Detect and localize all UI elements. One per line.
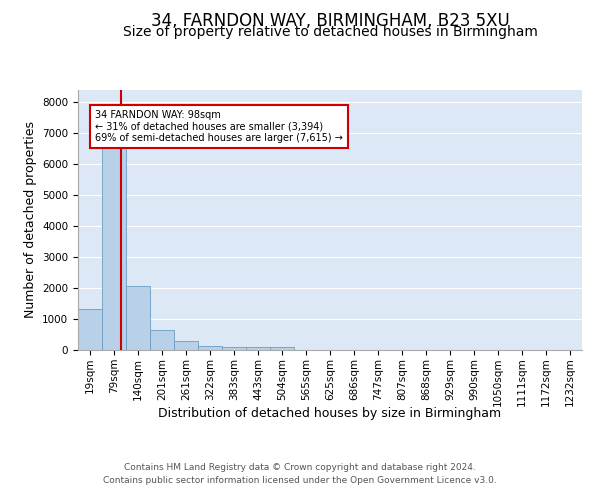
- Bar: [222, 347, 246, 350]
- Text: Distribution of detached houses by size in Birmingham: Distribution of detached houses by size …: [158, 408, 502, 420]
- Y-axis label: Number of detached properties: Number of detached properties: [23, 122, 37, 318]
- Bar: [270, 347, 294, 350]
- Bar: [126, 286, 150, 350]
- Bar: [246, 347, 270, 350]
- Bar: [174, 342, 198, 350]
- Text: Size of property relative to detached houses in Birmingham: Size of property relative to detached ho…: [122, 25, 538, 39]
- Bar: [150, 330, 174, 350]
- Text: Contains HM Land Registry data © Crown copyright and database right 2024.: Contains HM Land Registry data © Crown c…: [124, 462, 476, 471]
- Bar: [198, 346, 222, 350]
- Text: 34 FARNDON WAY: 98sqm
← 31% of detached houses are smaller (3,394)
69% of semi-d: 34 FARNDON WAY: 98sqm ← 31% of detached …: [95, 110, 343, 144]
- Text: 34, FARNDON WAY, BIRMINGHAM, B23 5XU: 34, FARNDON WAY, BIRMINGHAM, B23 5XU: [151, 12, 509, 30]
- Bar: [102, 146, 126, 350]
- Bar: [78, 310, 102, 350]
- Text: Contains public sector information licensed under the Open Government Licence v3: Contains public sector information licen…: [103, 476, 497, 485]
